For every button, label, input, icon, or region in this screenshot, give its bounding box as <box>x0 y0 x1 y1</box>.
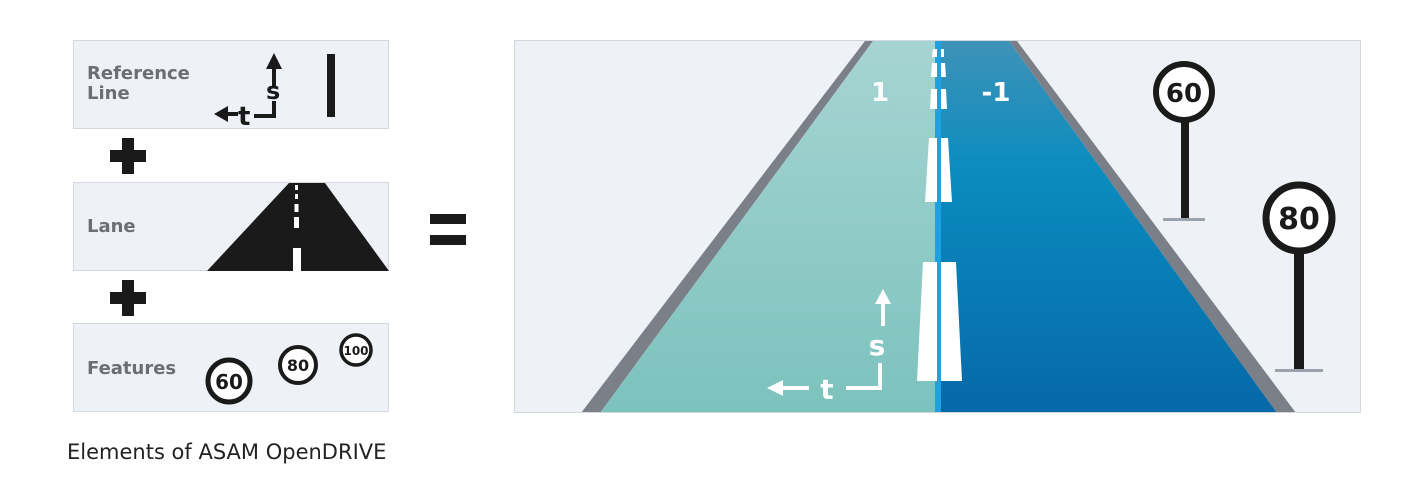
reference-line-box: Reference Line s t <box>73 40 389 129</box>
road-sign-60: 60 <box>1153 61 1215 221</box>
features-sign-100: 100 <box>343 344 368 358</box>
road-s-arrow-icon <box>875 289 891 304</box>
reference-line-label-1: Reference <box>87 63 190 84</box>
features-label: Features <box>87 358 177 379</box>
ref-s-label: s <box>266 77 280 105</box>
sign-60-icon <box>205 357 253 405</box>
features-signs-icon: 60 80 100 <box>205 333 373 405</box>
road-t-arrow-icon <box>767 380 783 396</box>
lane-box: Lane <box>73 182 389 271</box>
road-edge-right <box>1009 41 1296 412</box>
st-axes-icon: s t <box>214 53 282 129</box>
lane-road-icon <box>207 183 389 271</box>
road-sign-80-text: 80 <box>1278 202 1320 237</box>
road-s-label: s <box>869 329 886 362</box>
road-scene: 1 -1 s t 60 80 <box>514 40 1361 413</box>
reference-line-label-2: Line <box>87 83 130 104</box>
reference-line-bar <box>327 54 335 117</box>
features-box: Features 60 80 100 <box>73 323 389 412</box>
lane-id-left: 1 <box>871 78 889 108</box>
center-reference-line <box>935 41 941 412</box>
features-sign-80: 80 <box>287 356 309 375</box>
lane-label: Lane <box>87 216 136 237</box>
sign-100-icon <box>339 333 373 367</box>
ref-t-label: t <box>238 102 250 129</box>
road-scene-svg: 1 -1 s t 60 80 <box>581 41 1336 412</box>
road-t-label: t <box>820 373 833 406</box>
road-edge-left <box>581 41 873 412</box>
sign-80-icon <box>278 345 318 385</box>
lane-left <box>600 41 936 412</box>
figure-caption: Elements of ASAM OpenDRIVE <box>67 440 387 464</box>
road-sign-80: 80 <box>1262 181 1336 372</box>
lane-right <box>940 41 1277 412</box>
reference-line-label: Reference Line <box>87 64 190 104</box>
features-sign-60: 60 <box>215 370 243 394</box>
road-sign-60-text: 60 <box>1166 79 1202 109</box>
lane-id-right: -1 <box>982 78 1011 108</box>
